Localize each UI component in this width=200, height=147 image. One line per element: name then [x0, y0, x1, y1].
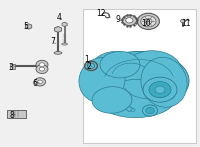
Ellipse shape: [98, 79, 176, 118]
Text: 11: 11: [181, 19, 191, 28]
Text: 4: 4: [57, 13, 61, 22]
Text: 7: 7: [50, 37, 55, 46]
Circle shape: [36, 65, 48, 74]
Circle shape: [39, 63, 45, 67]
Text: 6: 6: [33, 79, 37, 88]
Circle shape: [142, 105, 158, 116]
Ellipse shape: [92, 87, 132, 113]
Circle shape: [155, 86, 165, 93]
Circle shape: [131, 108, 135, 111]
Text: 10: 10: [141, 19, 150, 28]
Circle shape: [38, 80, 42, 84]
Polygon shape: [62, 22, 67, 27]
Ellipse shape: [89, 51, 141, 93]
Ellipse shape: [89, 51, 189, 110]
Circle shape: [143, 77, 177, 102]
Circle shape: [149, 82, 171, 98]
Circle shape: [36, 60, 48, 69]
Circle shape: [126, 18, 133, 23]
Ellipse shape: [62, 43, 68, 45]
Text: 12: 12: [96, 9, 106, 18]
Circle shape: [146, 107, 154, 114]
Text: 8: 8: [10, 111, 14, 120]
Ellipse shape: [122, 51, 182, 93]
Circle shape: [141, 16, 156, 27]
Circle shape: [137, 13, 159, 29]
FancyBboxPatch shape: [7, 110, 26, 118]
Circle shape: [39, 67, 45, 71]
Ellipse shape: [54, 52, 62, 54]
Ellipse shape: [100, 51, 140, 78]
Text: 2: 2: [86, 62, 91, 71]
Circle shape: [127, 107, 133, 111]
Polygon shape: [55, 26, 61, 32]
FancyBboxPatch shape: [83, 9, 196, 143]
Circle shape: [122, 15, 137, 26]
FancyBboxPatch shape: [10, 64, 15, 69]
Text: 9: 9: [116, 15, 120, 24]
Circle shape: [181, 19, 185, 23]
Circle shape: [34, 78, 46, 86]
Text: 1: 1: [85, 55, 89, 65]
Text: 5: 5: [23, 22, 28, 31]
Polygon shape: [25, 24, 32, 29]
Text: 3: 3: [8, 63, 13, 72]
Ellipse shape: [141, 57, 187, 107]
Ellipse shape: [79, 57, 125, 103]
Circle shape: [145, 19, 152, 24]
